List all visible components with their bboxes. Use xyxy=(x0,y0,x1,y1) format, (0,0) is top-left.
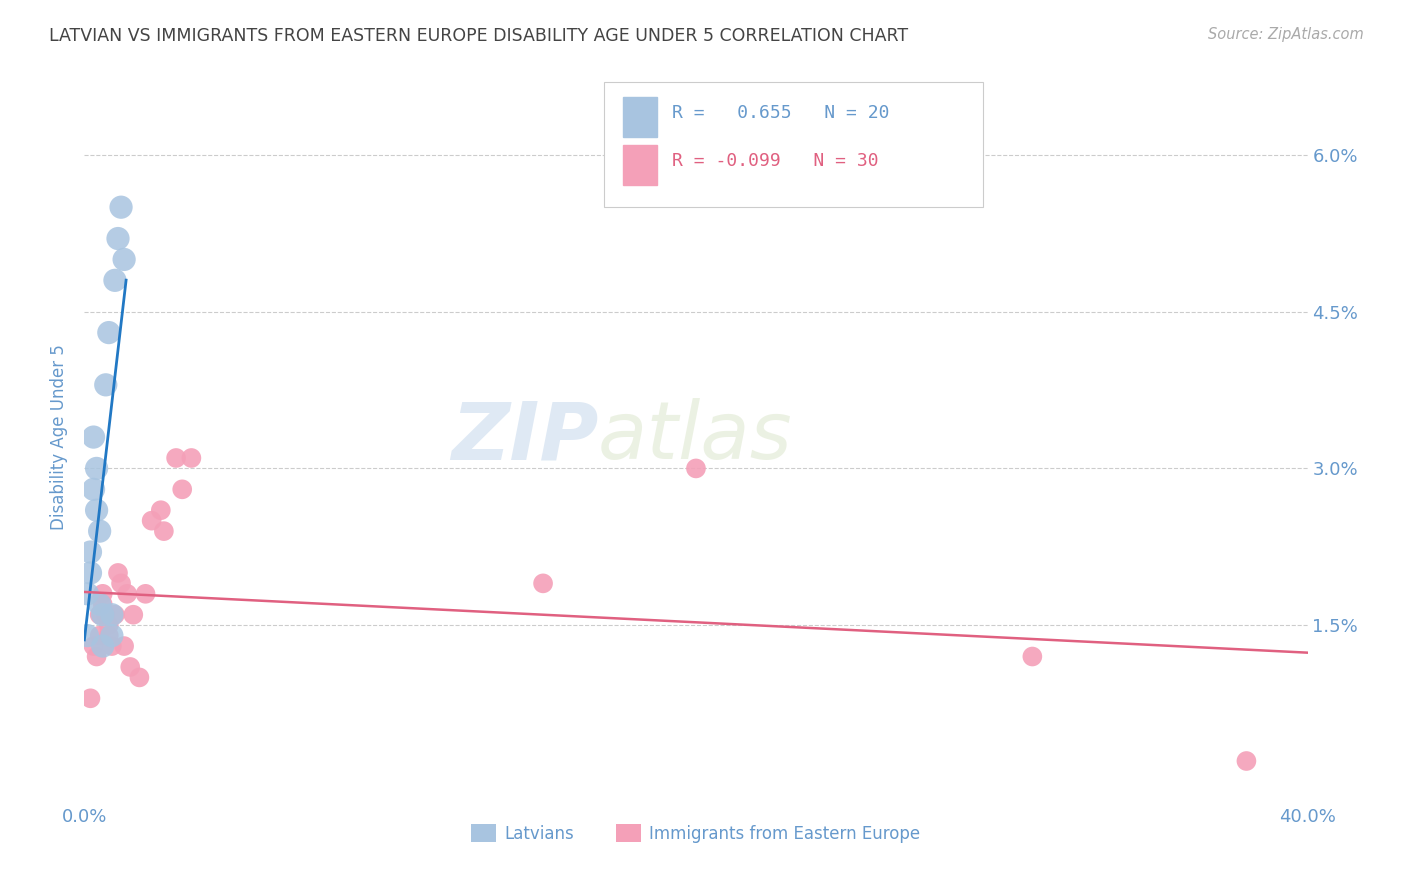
Point xyxy=(165,450,187,465)
Text: LATVIAN VS IMMIGRANTS FROM EASTERN EUROPE DISABILITY AGE UNDER 5 CORRELATION CHA: LATVIAN VS IMMIGRANTS FROM EASTERN EUROP… xyxy=(49,27,908,45)
Point xyxy=(86,503,108,517)
Point xyxy=(1236,754,1258,768)
Point xyxy=(97,629,120,643)
Text: atlas: atlas xyxy=(598,398,793,476)
Point xyxy=(110,576,132,591)
Point xyxy=(101,607,124,622)
Point xyxy=(112,639,135,653)
Point xyxy=(91,597,114,611)
Point xyxy=(112,252,135,267)
Point xyxy=(79,691,101,706)
Text: R = -0.099   N = 30: R = -0.099 N = 30 xyxy=(672,152,879,169)
FancyBboxPatch shape xyxy=(605,82,983,207)
Point xyxy=(104,273,127,287)
Point xyxy=(97,326,120,340)
Point xyxy=(107,231,129,245)
Point xyxy=(94,607,117,622)
Point xyxy=(76,587,98,601)
Point xyxy=(79,545,101,559)
Point xyxy=(180,450,202,465)
Point xyxy=(104,607,127,622)
Point xyxy=(86,461,108,475)
Point xyxy=(531,576,554,591)
Point xyxy=(94,377,117,392)
Point xyxy=(91,607,114,622)
Point xyxy=(128,670,150,684)
Point xyxy=(141,514,163,528)
Point xyxy=(89,524,111,538)
Point xyxy=(101,629,124,643)
Point xyxy=(149,503,172,517)
Point xyxy=(97,618,120,632)
Point xyxy=(172,483,194,497)
Point xyxy=(89,607,111,622)
Y-axis label: Disability Age Under 5: Disability Age Under 5 xyxy=(51,344,69,530)
Text: ZIP: ZIP xyxy=(451,398,598,476)
Point xyxy=(153,524,176,538)
Legend: Latvians, Immigrants from Eastern Europe: Latvians, Immigrants from Eastern Europe xyxy=(465,818,927,849)
Bar xyxy=(623,97,657,137)
Bar xyxy=(623,145,657,185)
Point xyxy=(122,607,145,622)
Point xyxy=(83,639,105,653)
Point xyxy=(86,649,108,664)
Point xyxy=(89,597,111,611)
Point xyxy=(115,587,138,601)
Point xyxy=(91,587,114,601)
Point xyxy=(91,639,114,653)
Point xyxy=(110,200,132,214)
Point xyxy=(135,587,157,601)
Text: R =   0.655   N = 20: R = 0.655 N = 20 xyxy=(672,104,889,122)
Point xyxy=(1021,649,1043,664)
Point xyxy=(76,629,98,643)
Point xyxy=(107,566,129,580)
Point xyxy=(83,430,105,444)
Point xyxy=(101,639,124,653)
Point xyxy=(89,629,111,643)
Point xyxy=(83,483,105,497)
Point xyxy=(79,566,101,580)
Text: Source: ZipAtlas.com: Source: ZipAtlas.com xyxy=(1208,27,1364,42)
Point xyxy=(120,660,142,674)
Point xyxy=(685,461,707,475)
